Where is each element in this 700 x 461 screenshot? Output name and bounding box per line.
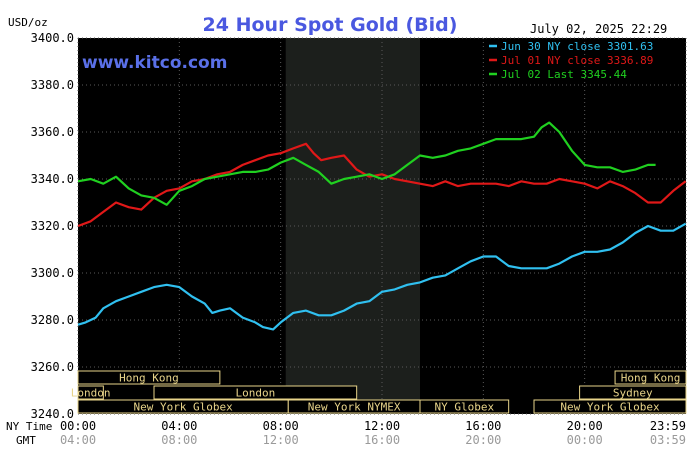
y-tick-label: 3280.0 (31, 313, 74, 327)
x-tick-gmt-label: 08:00 (161, 433, 197, 447)
x-tick-gmt-label: 20:00 (465, 433, 501, 447)
x-tick-gmt-label: 12:00 (263, 433, 299, 447)
x-tick-ny-label: 12:00 (364, 419, 400, 433)
series-line-2 (77, 121, 656, 206)
session-box (533, 399, 687, 414)
session-label: London (235, 387, 275, 400)
session-box (77, 385, 104, 400)
watermark: www.kitco.com (82, 53, 227, 73)
x-tick-gmt-label: 00:00 (567, 433, 603, 447)
x-tick-gmt-label: 16:00 (364, 433, 400, 447)
x-tick-ny-label: 20:00 (567, 419, 603, 433)
ny-time-row-label: NY Time (6, 420, 52, 433)
legend-entry: Jun 30 NY close 3301.63 (501, 40, 653, 53)
gmt-row-label: GMT (16, 434, 36, 447)
y-tick-label: 3400.0 (31, 31, 74, 45)
y-tick-label: 3320.0 (31, 219, 74, 233)
x-tick-ny-label: 23:59 (650, 419, 686, 433)
session-box (153, 385, 358, 400)
x-axis: NY Time GMT 00:00 04:00 08:00 12:00 16:00 20:… (6, 419, 686, 447)
x-tick-ny-label: 16:00 (465, 419, 501, 433)
session-label: Hong Kong (621, 372, 681, 385)
session-label: NY Globex (435, 401, 495, 414)
y-tick-label: 3240.0 (31, 407, 74, 421)
y-tick-label: 3380.0 (31, 78, 74, 92)
nymex-highlight-band (285, 38, 420, 414)
x-tick-ny-label: 00:00 (60, 419, 96, 433)
chart-title: 24 Hour Spot Gold (Bid) (203, 14, 458, 36)
unit-label: USD/oz (8, 16, 48, 29)
session-label: Sydney (613, 387, 653, 400)
session-box (77, 370, 221, 385)
session-label: New York Globex (133, 401, 233, 414)
y-tick-label: 3340.0 (31, 172, 74, 186)
y-tick-label: 3360.0 (31, 125, 74, 139)
legend-entry: Jul 02 Last 3345.44 (501, 68, 627, 81)
y-tick-label: 3260.0 (31, 360, 74, 374)
session-box (614, 370, 687, 385)
x-tick-gmt-label: 04:00 (60, 433, 96, 447)
datetime-label: July 02, 2025 22:29 (530, 22, 667, 36)
x-tick-gmt-label: 03:59 (650, 433, 686, 447)
x-tick-ny-label: 08:00 (263, 419, 299, 433)
legend-entry: Jul 01 NY close 3336.89 (501, 54, 653, 67)
session-box (419, 399, 510, 414)
x-tick-ny-label: 04:00 (161, 419, 197, 433)
session-label: New York NYMEX (308, 401, 401, 414)
session-label: London (71, 387, 111, 400)
session-label: Hong Kong (119, 372, 179, 385)
y-axis: 3400.0 3380.0 3360.0 3340.0 3320.0 3300.0 3280… (31, 31, 74, 421)
session-label: New York Globex (560, 401, 660, 414)
session-box (579, 385, 687, 400)
y-tick-label: 3300.0 (31, 266, 74, 280)
series-line-0 (77, 222, 687, 331)
